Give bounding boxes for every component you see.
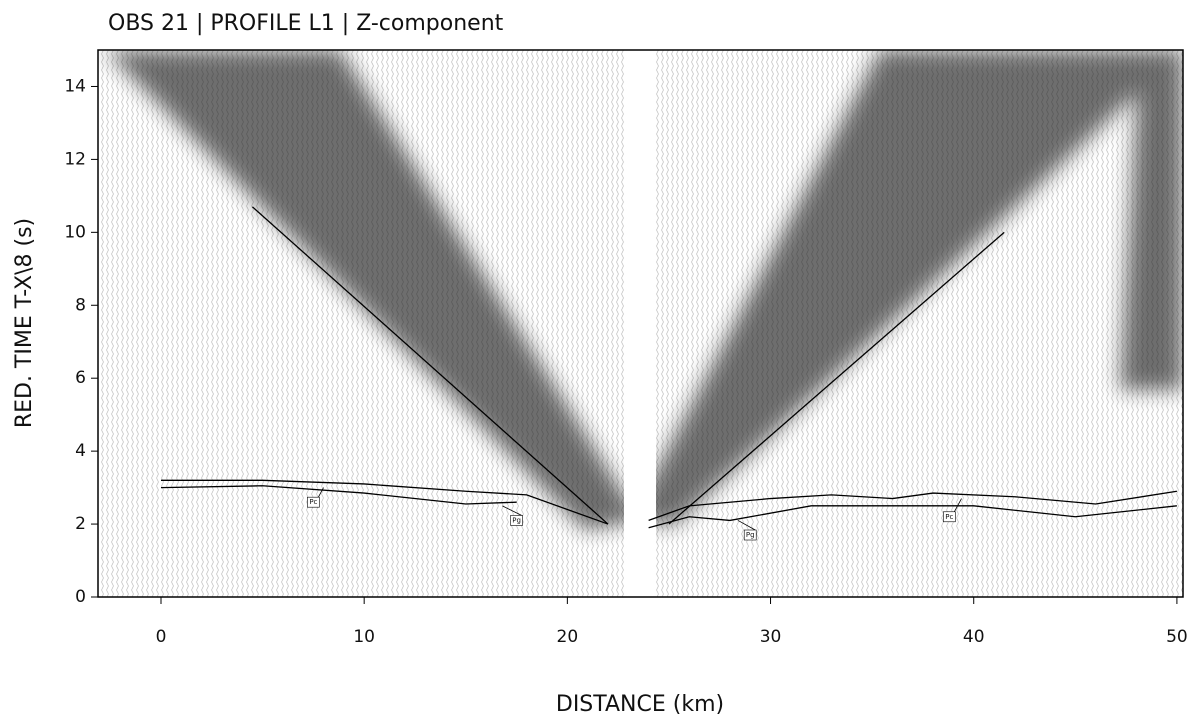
pick-line — [160, 479, 609, 525]
annotation-label: Pc — [945, 513, 953, 521]
y-tick-label: 4 — [75, 441, 86, 461]
y-tick-label: 8 — [75, 295, 86, 315]
annotation-label: Pc — [309, 498, 317, 506]
pick-line — [668, 231, 1005, 525]
annotation-arrow — [502, 505, 522, 516]
annotation-box — [943, 511, 956, 523]
annotation-box — [307, 496, 320, 508]
annotation: Pg — [502, 505, 523, 526]
y-axis-label: RED. TIME T-X\8 (s) — [12, 218, 37, 428]
y-tick-label: 2 — [75, 514, 86, 534]
annotation-arrow — [953, 498, 962, 512]
x-tick-label: 20 — [557, 627, 579, 647]
x-tick-label: 50 — [1166, 627, 1188, 647]
x-axis-label: DISTANCE (km) — [556, 692, 724, 717]
pick-line — [251, 206, 609, 525]
x-tick-label: 0 — [156, 627, 167, 647]
y-tick-label: 0 — [75, 587, 86, 607]
pick-line — [648, 505, 1177, 529]
plot-frame — [97, 49, 1184, 598]
pick-line — [160, 485, 517, 505]
annotation: Pc — [943, 498, 962, 523]
annotation-label: Pg — [512, 516, 521, 524]
seismogram-texture — [98, 50, 1183, 597]
annotation-label: Pg — [746, 531, 755, 539]
annotation-arrow — [318, 487, 324, 498]
x-tick-label: 40 — [963, 627, 985, 647]
y-tick-label: 6 — [75, 368, 86, 388]
annotation-box — [510, 515, 523, 526]
annotation: Pg — [737, 520, 757, 541]
y-tick-label: 14 — [64, 76, 86, 96]
y-tick-label: 12 — [64, 149, 86, 169]
x-tick-label: 10 — [353, 627, 375, 647]
y-tick-label: 10 — [64, 222, 86, 242]
annotation-box — [743, 529, 757, 541]
annotation-arrow — [737, 520, 756, 531]
x-tick-label: 30 — [760, 627, 782, 647]
chart-title: OBS 21 | PROFILE L1 | Z-component — [108, 11, 504, 36]
pick-line — [648, 490, 1178, 522]
annotation: Pc — [307, 487, 324, 508]
